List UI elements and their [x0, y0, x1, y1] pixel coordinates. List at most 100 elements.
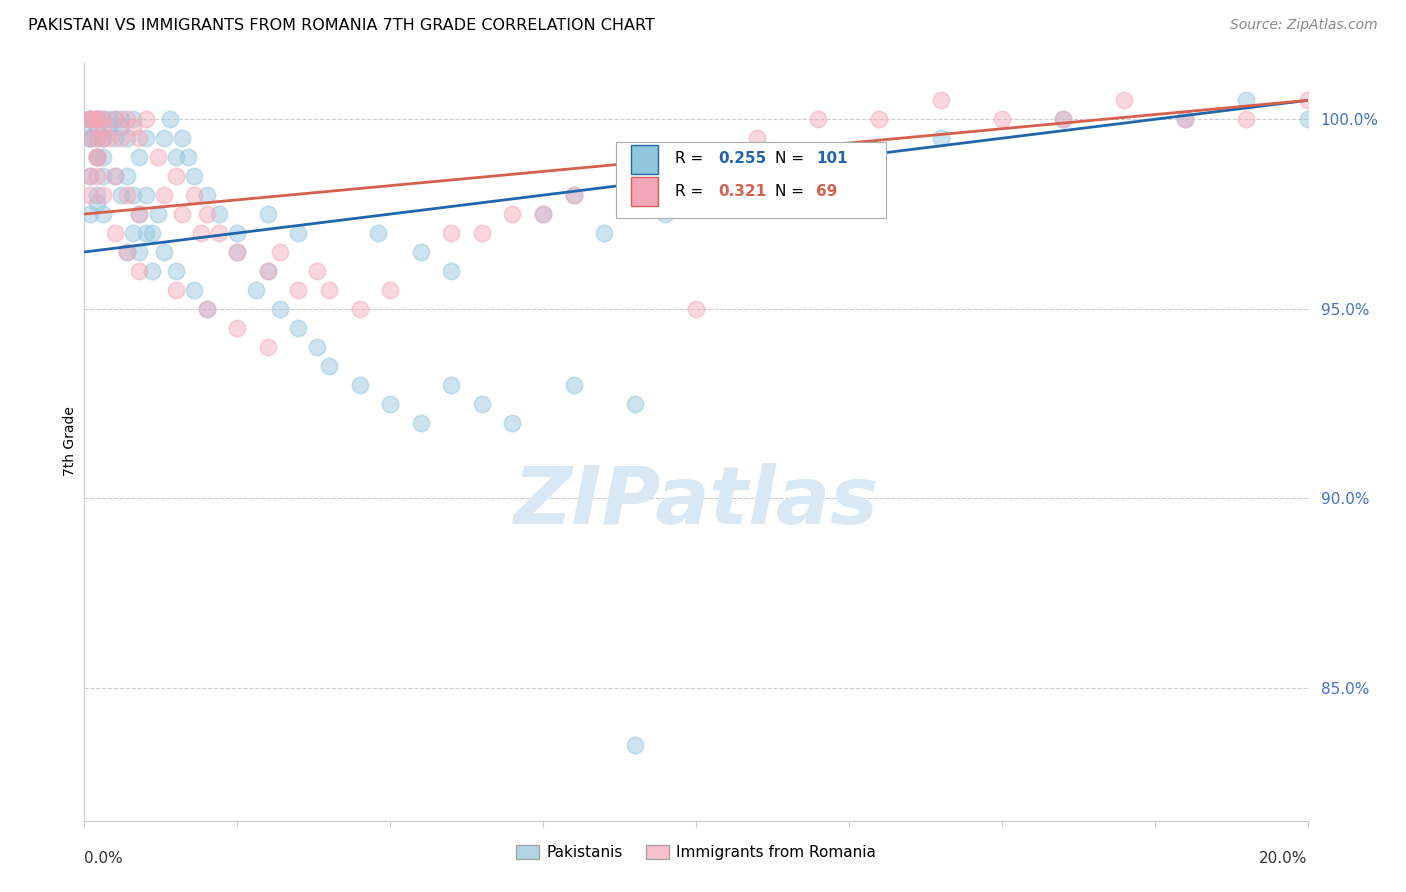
Point: [172, 131, 194, 145]
Point: [104, 112, 127, 127]
Point: [91, 169, 114, 184]
Point: [86, 150, 108, 164]
Point: [183, 188, 205, 202]
Text: 0.255: 0.255: [718, 152, 766, 166]
Point: [183, 283, 205, 297]
Point: [86, 188, 108, 202]
Y-axis label: 7th Grade: 7th Grade: [63, 407, 77, 476]
Bar: [631, 177, 658, 206]
Point: [165, 264, 187, 278]
Point: [141, 226, 163, 240]
Point: [128, 207, 150, 221]
Point: [226, 244, 249, 259]
Point: [146, 150, 169, 164]
Point: [1236, 93, 1258, 107]
Point: [287, 320, 309, 334]
Point: [86, 150, 108, 164]
Point: [257, 264, 280, 278]
Point: [159, 112, 181, 127]
Point: [195, 301, 218, 316]
Point: [1236, 112, 1258, 127]
Point: [128, 244, 150, 259]
Point: [86, 112, 108, 127]
Legend: Pakistanis, Immigrants from Romania: Pakistanis, Immigrants from Romania: [510, 838, 882, 866]
Point: [318, 359, 340, 373]
Text: 101: 101: [815, 152, 848, 166]
Point: [624, 397, 647, 411]
Point: [287, 226, 309, 240]
Point: [624, 169, 647, 184]
Bar: [631, 145, 658, 174]
Point: [1174, 112, 1197, 127]
Point: [531, 207, 554, 221]
Text: PAKISTANI VS IMMIGRANTS FROM ROMANIA 7TH GRADE CORRELATION CHART: PAKISTANI VS IMMIGRANTS FROM ROMANIA 7TH…: [28, 18, 655, 33]
Point: [208, 226, 231, 240]
Point: [115, 188, 138, 202]
Point: [562, 188, 585, 202]
Point: [685, 150, 707, 164]
Point: [79, 112, 101, 127]
Point: [380, 397, 402, 411]
Text: 0.321: 0.321: [718, 184, 766, 199]
Point: [97, 120, 120, 134]
Point: [409, 244, 432, 259]
Point: [1174, 112, 1197, 127]
Point: [79, 112, 101, 127]
Point: [349, 301, 371, 316]
Point: [86, 120, 108, 134]
Point: [257, 264, 280, 278]
Point: [183, 169, 205, 184]
Point: [79, 112, 101, 127]
Point: [91, 112, 114, 127]
Point: [747, 131, 769, 145]
Point: [86, 195, 108, 210]
Point: [929, 131, 952, 145]
Point: [685, 301, 707, 316]
Point: [135, 226, 157, 240]
Point: [269, 301, 291, 316]
Point: [128, 264, 150, 278]
Point: [153, 244, 176, 259]
Point: [141, 264, 163, 278]
Point: [110, 120, 132, 134]
Point: [409, 416, 432, 430]
Point: [110, 131, 132, 145]
Point: [79, 131, 101, 145]
Point: [195, 188, 218, 202]
Point: [1052, 112, 1074, 127]
Point: [654, 207, 676, 221]
Point: [190, 226, 212, 240]
Point: [91, 188, 114, 202]
Point: [91, 131, 114, 145]
Point: [471, 226, 494, 240]
Point: [115, 244, 138, 259]
Point: [135, 112, 157, 127]
Point: [79, 169, 101, 184]
Point: [86, 112, 108, 127]
Point: [593, 226, 616, 240]
Point: [115, 131, 138, 145]
Point: [562, 377, 585, 392]
Point: [502, 416, 524, 430]
Point: [440, 226, 463, 240]
Point: [122, 112, 145, 127]
Point: [86, 150, 108, 164]
Point: [208, 207, 231, 221]
Point: [349, 377, 371, 392]
Point: [257, 207, 280, 221]
Point: [146, 207, 169, 221]
Point: [122, 226, 145, 240]
Point: [269, 244, 291, 259]
Point: [562, 188, 585, 202]
Text: 69: 69: [815, 184, 837, 199]
Point: [104, 112, 127, 127]
Point: [367, 226, 389, 240]
Point: [624, 738, 647, 752]
Point: [502, 207, 524, 221]
Point: [226, 244, 249, 259]
Point: [86, 131, 108, 145]
Point: [128, 131, 150, 145]
Point: [79, 131, 101, 145]
Point: [1296, 93, 1319, 107]
Point: [135, 131, 157, 145]
